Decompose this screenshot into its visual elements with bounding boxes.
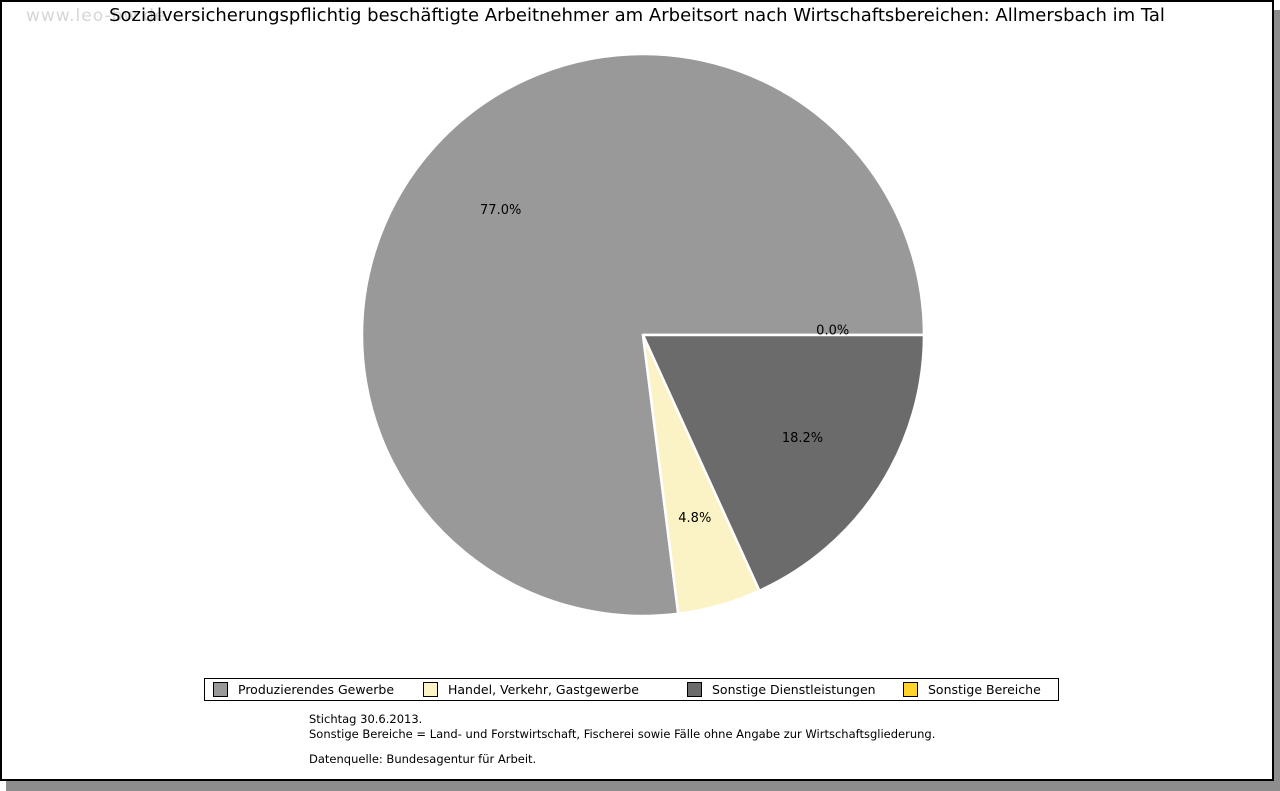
page-title: Sozialversicherungspflichtig beschäftigt…	[109, 5, 1165, 26]
footer-source: Datenquelle: Bundesagentur für Arbeit.	[309, 752, 537, 766]
legend-label-sonstige-bereiche: Sonstige Bereiche	[928, 682, 1041, 697]
footer-note-stichtag: Stichtag 30.6.2013.	[309, 712, 423, 726]
pie-slices	[360, 52, 926, 618]
pie-labels: 77.0% 4.8% 18.2% 0.0%	[480, 203, 849, 526]
pie-label-1: 4.8%	[678, 511, 711, 526]
legend-item-produzierendes-gewerbe: Produzierendes Gewerbe	[213, 679, 394, 700]
legend-swatch-produzierendes-gewerbe	[213, 682, 228, 697]
legend-item-sonstige-bereiche: Sonstige Bereiche	[903, 679, 1041, 700]
legend-item-sonstige-dienstleistungen: Sonstige Dienstleistungen	[687, 679, 876, 700]
legend-label-handel-verkehr-gastgewerbe: Handel, Verkehr, Gastgewerbe	[448, 682, 639, 697]
legend-swatch-sonstige-bereiche	[903, 682, 918, 697]
watermark: www.leo-bw.de	[26, 6, 167, 26]
legend: Produzierendes Gewerbe Handel, Verkehr, …	[204, 678, 1059, 701]
legend-item-handel-verkehr-gastgewerbe: Handel, Verkehr, Gastgewerbe	[423, 679, 639, 700]
footer: Stichtag 30.6.2013. Sonstige Bereiche = …	[309, 712, 935, 767]
legend-label-produzierendes-gewerbe: Produzierendes Gewerbe	[238, 682, 395, 697]
legend-label-sonstige-dienstleistungen: Sonstige Dienstleistungen	[712, 682, 876, 697]
legend-swatch-sonstige-dienstleistungen	[687, 682, 702, 697]
footer-note-definition: Sonstige Bereiche = Land- und Forstwirts…	[309, 727, 936, 741]
pie-label-2: 18.2%	[782, 431, 823, 446]
legend-swatch-handel-verkehr-gastgewerbe	[423, 682, 438, 697]
pie-slice-2	[641, 333, 926, 592]
pie-label-0: 77.0%	[480, 203, 521, 218]
pie-label-3: 0.0%	[816, 324, 849, 339]
